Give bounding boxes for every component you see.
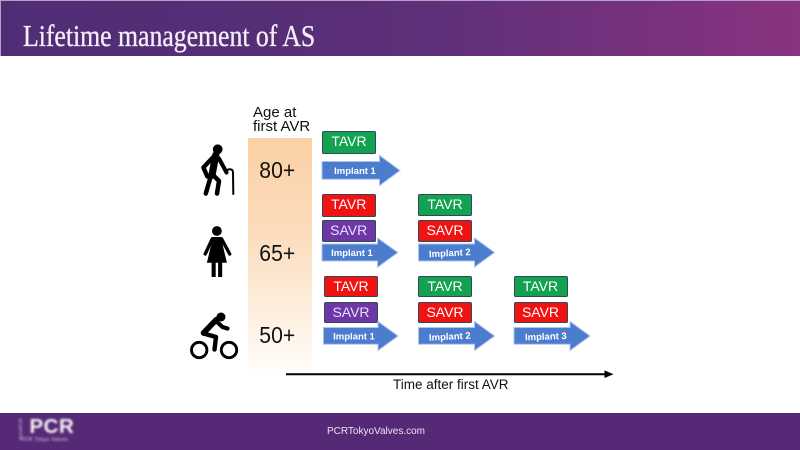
svg-text:Implant 1: Implant 1 bbox=[334, 166, 376, 177]
svg-text:Implant 2: Implant 2 bbox=[429, 331, 471, 344]
svg-text:Implant 1: Implant 1 bbox=[331, 248, 373, 259]
svg-text:Implant 1: Implant 1 bbox=[333, 332, 375, 343]
svg-text:Implant 3: Implant 3 bbox=[525, 331, 567, 343]
svg-text:Implant 2: Implant 2 bbox=[429, 247, 471, 260]
